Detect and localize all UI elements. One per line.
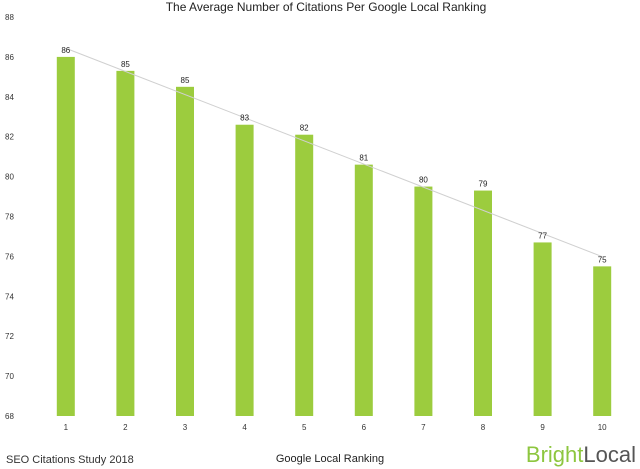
data-label: 80 bbox=[419, 176, 428, 185]
bar bbox=[295, 134, 314, 416]
bar bbox=[56, 56, 75, 417]
y-tick-label: 76 bbox=[5, 252, 14, 261]
brand-logo-part-local: Local bbox=[583, 442, 636, 467]
data-labels: 86 85 85 83 82 81 80 79 77 75 bbox=[61, 46, 607, 264]
bar bbox=[474, 190, 492, 416]
bar bbox=[176, 86, 194, 416]
trend-line bbox=[65, 47, 603, 258]
x-tick-label: 9 bbox=[540, 423, 545, 432]
y-tick-label: 70 bbox=[5, 372, 14, 381]
x-tick-label: 4 bbox=[242, 423, 247, 432]
x-axis: 1 2 3 4 5 6 7 8 9 10 bbox=[64, 423, 608, 432]
data-label: 86 bbox=[61, 46, 70, 55]
bars bbox=[56, 56, 612, 417]
y-tick-label: 82 bbox=[5, 133, 14, 142]
x-tick-label: 6 bbox=[362, 423, 367, 432]
x-tick-label: 5 bbox=[302, 423, 307, 432]
bar bbox=[235, 124, 254, 416]
y-tick-label: 88 bbox=[5, 13, 14, 22]
data-label: 75 bbox=[598, 255, 607, 264]
y-tick-label: 78 bbox=[5, 213, 14, 222]
bar bbox=[354, 164, 373, 416]
x-tick-label: 10 bbox=[598, 423, 607, 432]
y-tick-label: 68 bbox=[5, 412, 14, 421]
data-label: 82 bbox=[300, 124, 309, 133]
y-tick-label: 72 bbox=[5, 332, 14, 341]
y-tick-label: 84 bbox=[5, 93, 14, 102]
data-label: 81 bbox=[359, 154, 368, 163]
data-label: 85 bbox=[121, 60, 130, 69]
y-tick-label: 74 bbox=[5, 292, 14, 301]
y-tick-label: 80 bbox=[5, 173, 14, 182]
bar bbox=[593, 266, 612, 416]
bar bbox=[414, 186, 433, 416]
chart-title: The Average Number of Citations Per Goog… bbox=[166, 0, 487, 14]
y-axis: 68 70 72 74 76 78 80 82 84 86 88 bbox=[5, 13, 14, 421]
x-tick-label: 8 bbox=[481, 423, 486, 432]
brand-logo: BrightLocal bbox=[526, 442, 636, 467]
y-tick-label: 86 bbox=[5, 53, 14, 62]
bar bbox=[116, 70, 135, 417]
x-tick-label: 2 bbox=[123, 423, 128, 432]
x-axis-label: Google Local Ranking bbox=[276, 453, 384, 465]
data-label: 79 bbox=[479, 180, 488, 189]
trendline bbox=[65, 47, 603, 258]
x-tick-label: 1 bbox=[64, 423, 69, 432]
data-label: 85 bbox=[181, 76, 190, 85]
data-label: 77 bbox=[538, 231, 547, 240]
data-label: 83 bbox=[240, 114, 249, 123]
bar bbox=[533, 242, 552, 416]
brand-logo-part-bright: Bright bbox=[526, 442, 583, 467]
x-tick-label: 3 bbox=[183, 423, 188, 432]
x-tick-label: 7 bbox=[421, 423, 426, 432]
source-note: SEO Citations Study 2018 bbox=[6, 454, 134, 466]
